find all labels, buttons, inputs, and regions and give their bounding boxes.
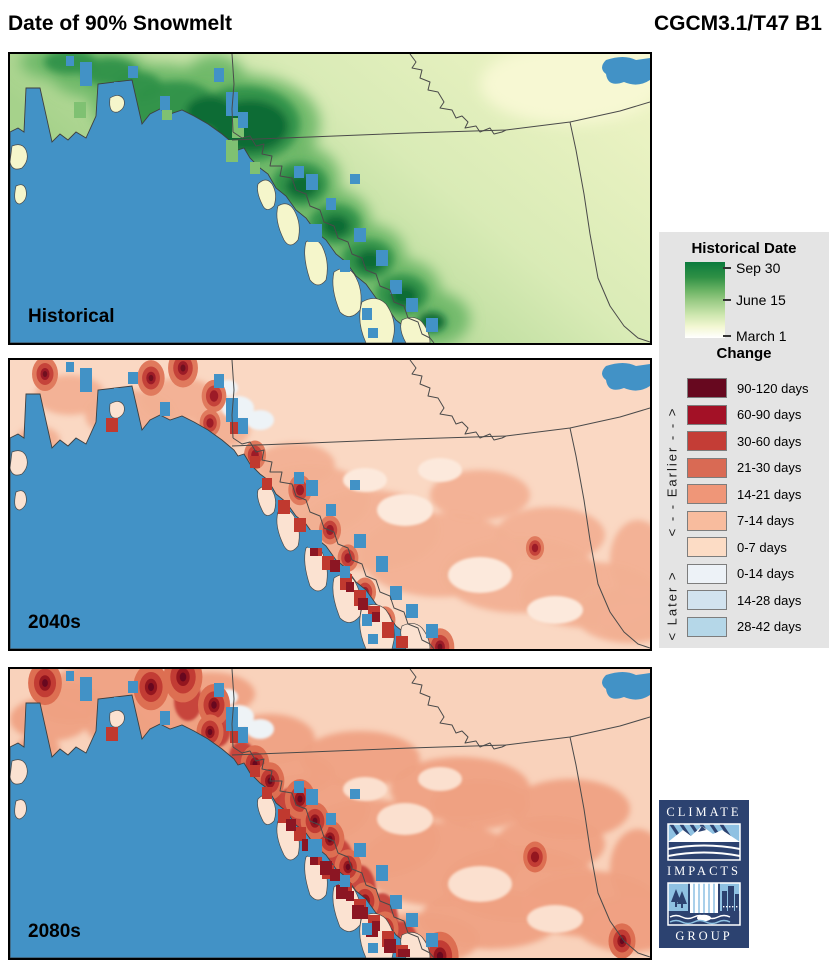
logo-line-climate: CLIMATE xyxy=(666,805,742,819)
legend-swatch xyxy=(687,404,727,425)
legend-item: 28-42 days xyxy=(687,616,809,637)
legend-item-label: 7-14 days xyxy=(737,513,795,528)
legend-swatch xyxy=(687,378,727,398)
legend-swatch xyxy=(687,510,727,531)
panel-label-2080s: 2080s xyxy=(28,921,81,942)
legend-item: 0-14 days xyxy=(687,563,809,584)
legend-item: 90-120 days xyxy=(687,378,809,398)
legend-swatch xyxy=(687,537,727,557)
later-axis-label: < Later > xyxy=(664,569,680,641)
tick-dash xyxy=(723,299,731,301)
legend-swatch xyxy=(687,590,727,610)
tick-label: March 1 xyxy=(736,328,787,344)
legend-item-label: 60-90 days xyxy=(737,407,802,422)
map-panel-2040s: 2040s xyxy=(8,358,652,651)
legend-item-label: 0-7 days xyxy=(737,539,787,555)
legend-item: 30-60 days xyxy=(687,431,809,451)
map-2080s xyxy=(10,669,650,958)
map-panel-historical: Historical xyxy=(8,52,652,345)
model-label: CGCM3.1/T47 B1 xyxy=(653,12,822,35)
panel-label-2040s: 2040s xyxy=(28,612,81,633)
legend-swatch xyxy=(687,616,727,637)
legend-item-label: 14-21 days xyxy=(737,486,802,502)
figure-title: Date of 90% Snowmelt xyxy=(8,12,233,35)
tick-label: June 15 xyxy=(736,292,786,308)
map-panel-2080s: 2080s xyxy=(8,667,652,960)
legend-item-label: 30-60 days xyxy=(737,433,802,449)
gradient-tick: Sep 30 xyxy=(723,260,780,276)
map-historical xyxy=(10,54,650,343)
legend-swatch xyxy=(687,484,727,504)
historical-date-gradient xyxy=(685,262,725,338)
earlier-axis-label: < - - Earlier - - > xyxy=(664,406,680,536)
change-swatch-list: 90-120 days 60-90 days 30-60 days 21-30 day… xyxy=(687,378,809,643)
tick-label: Sep 30 xyxy=(736,260,781,276)
legend-item-label: 14-28 days xyxy=(737,592,802,608)
legend-item: 14-21 days xyxy=(687,484,809,504)
map-2040s xyxy=(10,360,650,649)
gradient-tick: June 15 xyxy=(723,292,786,308)
logo-waterfall-art xyxy=(665,879,743,928)
logo-mountain-art xyxy=(665,820,743,863)
legend-item: 60-90 days xyxy=(687,404,809,425)
cig-logo: CLIMATE IMPACTS xyxy=(659,800,749,948)
legend-change-title: Change xyxy=(716,345,772,362)
legend-historical-title: Historical Date xyxy=(691,240,797,257)
legend-item: 7-14 days xyxy=(687,510,809,531)
legend-item: 21-30 days xyxy=(687,457,809,478)
legend-item: 0-7 days xyxy=(687,537,809,557)
legend-item-label: 90-120 days xyxy=(737,380,809,396)
legend-item-label: 28-42 days xyxy=(737,619,802,634)
legend-swatch xyxy=(687,457,727,478)
legend: Historical Date Sep 30 June 15 March 1 Cha… xyxy=(659,232,829,648)
legend-item: 14-28 days xyxy=(687,590,809,610)
panel-label-historical: Historical xyxy=(28,306,115,327)
tick-dash xyxy=(723,267,731,269)
logo-line-group: GROUP xyxy=(675,929,733,943)
titlebar: Date of 90% Snowmelt CGCM3.1/T47 B1 xyxy=(8,12,822,36)
gradient-tick: March 1 xyxy=(723,328,787,344)
legend-item-label: 0-14 days xyxy=(737,566,795,581)
tick-dash xyxy=(723,335,731,337)
logo-line-impacts: IMPACTS xyxy=(666,864,742,878)
legend-swatch xyxy=(687,563,727,584)
legend-swatch xyxy=(687,431,727,451)
legend-item-label: 21-30 days xyxy=(737,460,802,475)
